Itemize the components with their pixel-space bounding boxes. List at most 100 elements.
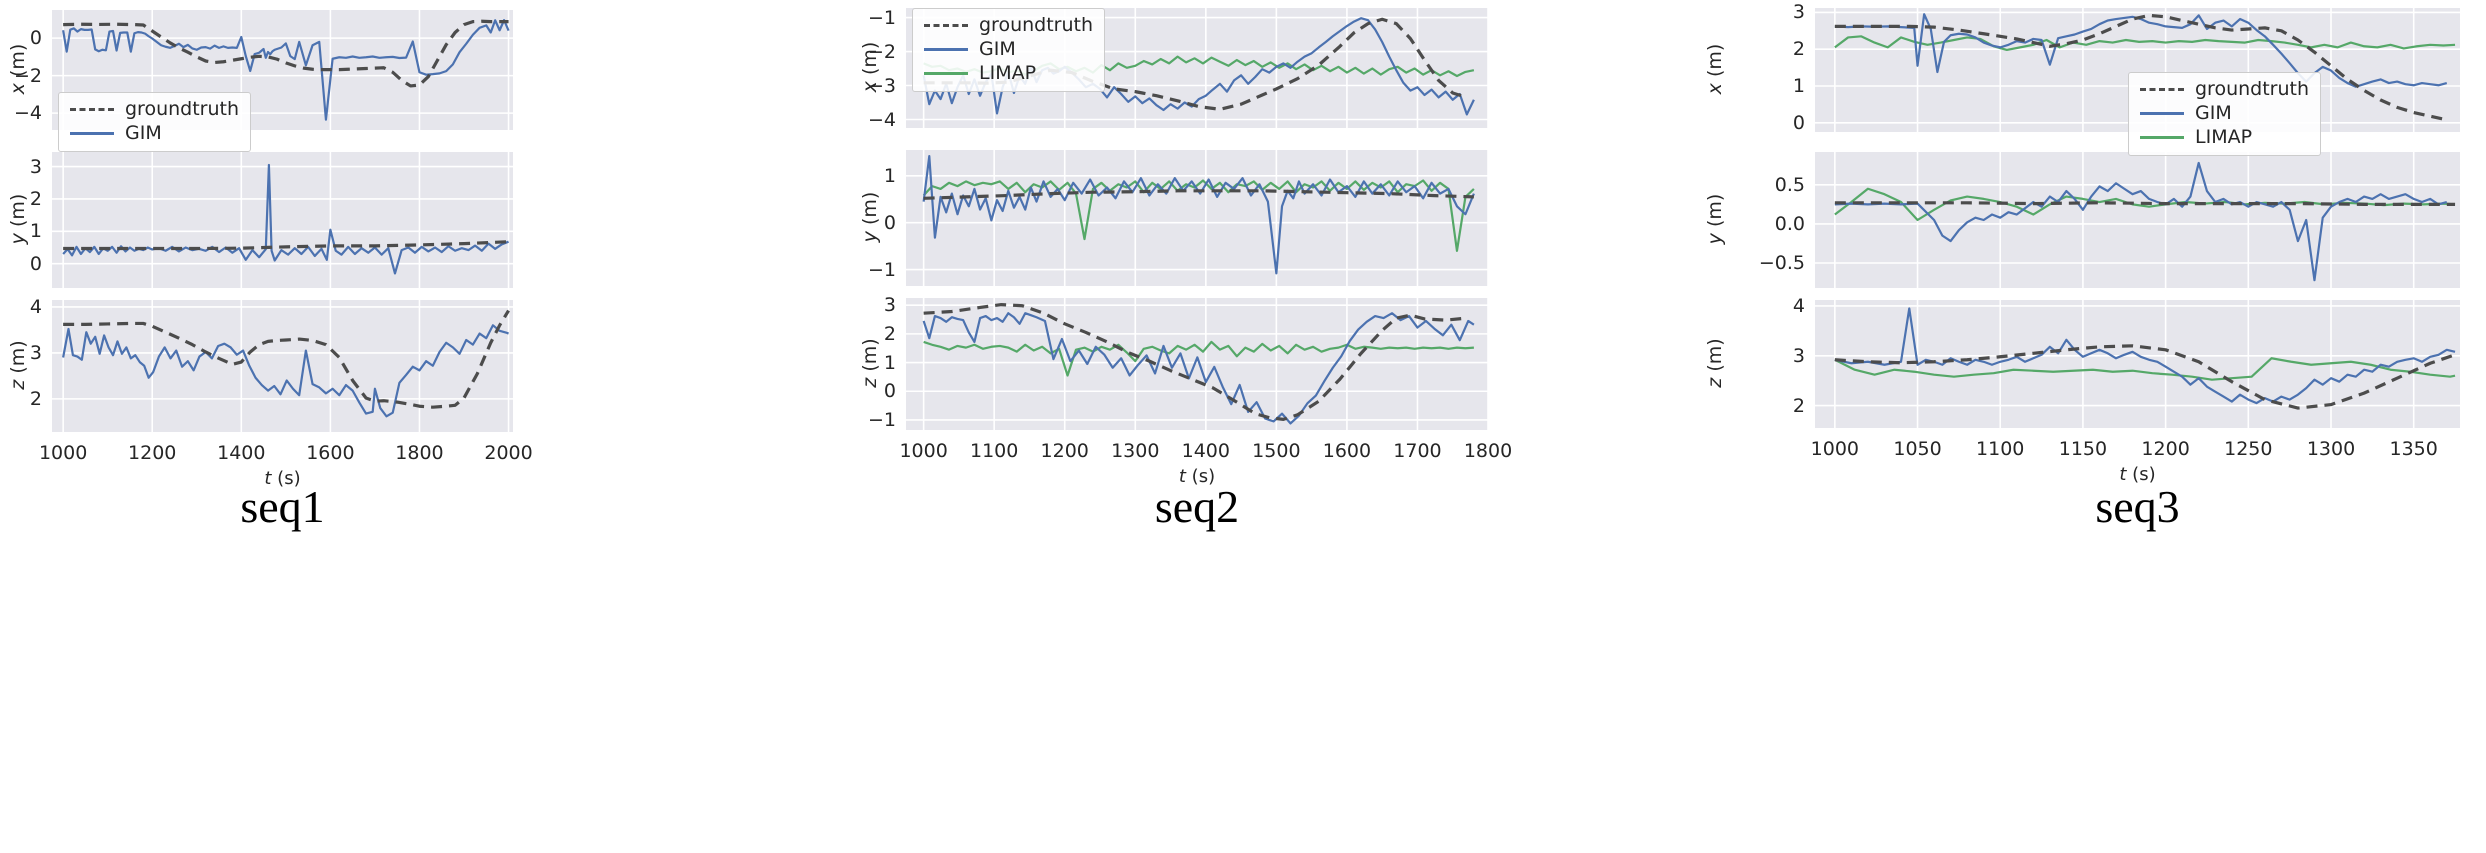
xtick-label: 1800 [1463, 440, 1513, 462]
legend-swatch-groundtruth-icon [2140, 88, 2184, 91]
series-groundtruth-seq1-z [63, 309, 510, 409]
plot-area-seq3-x [1815, 8, 2460, 132]
xtick-label: 1500 [1252, 440, 1301, 462]
xtick-label: 1100 [1976, 438, 2025, 460]
series-groundtruth-seq3-z [1834, 344, 2456, 410]
ytick-label: −2 [867, 40, 896, 63]
chart-canvas-seq1-z [52, 300, 513, 432]
ytick-label: −3 [867, 74, 896, 97]
plot-area-seq2-z [906, 298, 1489, 430]
series-limap-seq3-x [1834, 35, 2456, 52]
legend-entry-gim: GIM [2140, 104, 2309, 123]
chart-canvas-seq2-z [906, 298, 1489, 430]
y-axis-label-x: x (m) [1704, 43, 1726, 95]
column-caption-seq2: seq2 [1154, 481, 1240, 532]
ytick-label: 3 [1792, 1, 1805, 24]
ytick-label: 2 [883, 322, 896, 345]
legend-label-limap: LIMAP [2195, 126, 2253, 148]
series-gim-seq2-y [922, 154, 1475, 275]
xtick-label: 1800 [395, 442, 444, 464]
plot-area-seq1-y [52, 152, 513, 288]
x-axis-label: t (s) [264, 468, 301, 489]
xtick-label: 1700 [1393, 440, 1442, 462]
xtick-label: 1250 [2224, 438, 2273, 460]
ytick-label: 0 [29, 27, 42, 50]
ytick-label: −0.5 [1758, 251, 1805, 274]
ytick-label: 0 [883, 211, 896, 234]
xtick-label: 1350 [2389, 438, 2438, 460]
ytick-label: 2 [1792, 38, 1805, 61]
y-axis-label-z: z (m) [1704, 338, 1726, 388]
legend-swatch-groundtruth-icon [70, 108, 114, 111]
plot-area-seq3-y [1815, 152, 2460, 288]
legend-entry-gim: GIM [924, 40, 1093, 59]
legend-swatch-limap-icon [924, 72, 968, 75]
legend-label-groundtruth: groundtruth [2195, 78, 2310, 100]
xtick-label: 1150 [2058, 438, 2108, 460]
ytick-label: 3 [29, 155, 42, 178]
legend-label-gim: GIM [2195, 102, 2232, 124]
xtick-label: 1300 [2306, 438, 2356, 460]
legend-entry-groundtruth: groundtruth [70, 100, 239, 119]
x-axis-label: t (s) [1178, 466, 1216, 487]
legend-label-groundtruth: groundtruth [125, 98, 240, 120]
ytick-label: −1 [867, 6, 896, 29]
ytick-label: −4 [867, 108, 896, 131]
legend-seq1: groundtruth GIM [58, 92, 252, 152]
y-axis-label-x: x (m) [7, 43, 29, 95]
xtick-label: 1000 [38, 442, 88, 464]
ytick-label: −1 [867, 408, 896, 431]
ytick-label: 2 [29, 187, 42, 210]
series-gim-seq1-x [62, 19, 510, 121]
ytick-label: −2 [13, 64, 42, 87]
ytick-label: 4 [29, 295, 42, 318]
xtick-label: 1400 [1181, 440, 1230, 462]
ytick-label: −1 [867, 258, 896, 281]
xtick-label: 1200 [2141, 438, 2190, 460]
xtick-label: 1600 [1322, 440, 1372, 462]
series-groundtruth-seq1-y [63, 240, 509, 251]
legend-seq2: groundtruth GIM LIMAP [912, 8, 1106, 92]
ytick-label: 0 [29, 252, 42, 275]
ytick-label: 1 [29, 220, 42, 243]
xtick-label: 1000 [1810, 438, 1860, 460]
ytick-label: −4 [13, 102, 42, 125]
xtick-label: 1400 [217, 442, 266, 464]
xtick-label: 2000 [484, 442, 533, 464]
series-groundtruth-seq3-x [1834, 13, 2448, 122]
ytick-label: 2 [29, 387, 42, 410]
ytick-label: 1 [883, 164, 896, 187]
series-gim-seq3-z [1834, 307, 2456, 405]
ytick-label: 3 [883, 294, 896, 317]
legend-entry-gim: GIM [70, 124, 239, 143]
column-caption-seq3: seq3 [2095, 481, 2180, 532]
legend-label-gim: GIM [125, 122, 162, 144]
y-axis-label-x: x (m) [859, 41, 881, 93]
ytick-label: 1 [1792, 75, 1805, 97]
series-limap-seq3-z [1834, 357, 2456, 381]
ytick-label: 0.0 [1774, 212, 1805, 235]
y-axis-label-y: y (m) [7, 193, 29, 245]
series-groundtruth-seq2-y [923, 189, 1474, 200]
legend-label-groundtruth: groundtruth [979, 14, 1094, 36]
chart-canvas-seq3-y [1815, 152, 2460, 288]
ytick-label: 0 [1792, 111, 1805, 134]
ytick-label: 3 [29, 341, 42, 364]
y-axis-label-y: y (m) [1704, 193, 1726, 245]
legend-entry-groundtruth: groundtruth [924, 16, 1093, 35]
chart-canvas-seq2-y [906, 150, 1489, 286]
series-groundtruth-seq2-z [923, 302, 1467, 421]
legend-swatch-groundtruth-icon [924, 24, 968, 27]
x-axis-label: t (s) [2119, 464, 2156, 485]
column-caption-seq1: seq1 [240, 481, 325, 532]
y-axis-label-z: z (m) [859, 338, 881, 388]
chart-canvas-seq3-z [1815, 300, 2460, 428]
series-limap-seq2-z [923, 340, 1474, 377]
series-groundtruth-seq2-x [923, 17, 1468, 111]
ytick-label: 0.5 [1774, 173, 1805, 196]
legend-label-gim: GIM [979, 38, 1016, 60]
ytick-label: 0 [883, 380, 896, 403]
series-gim-seq3-x [1834, 13, 2448, 88]
series-gim-seq1-z [62, 324, 509, 418]
